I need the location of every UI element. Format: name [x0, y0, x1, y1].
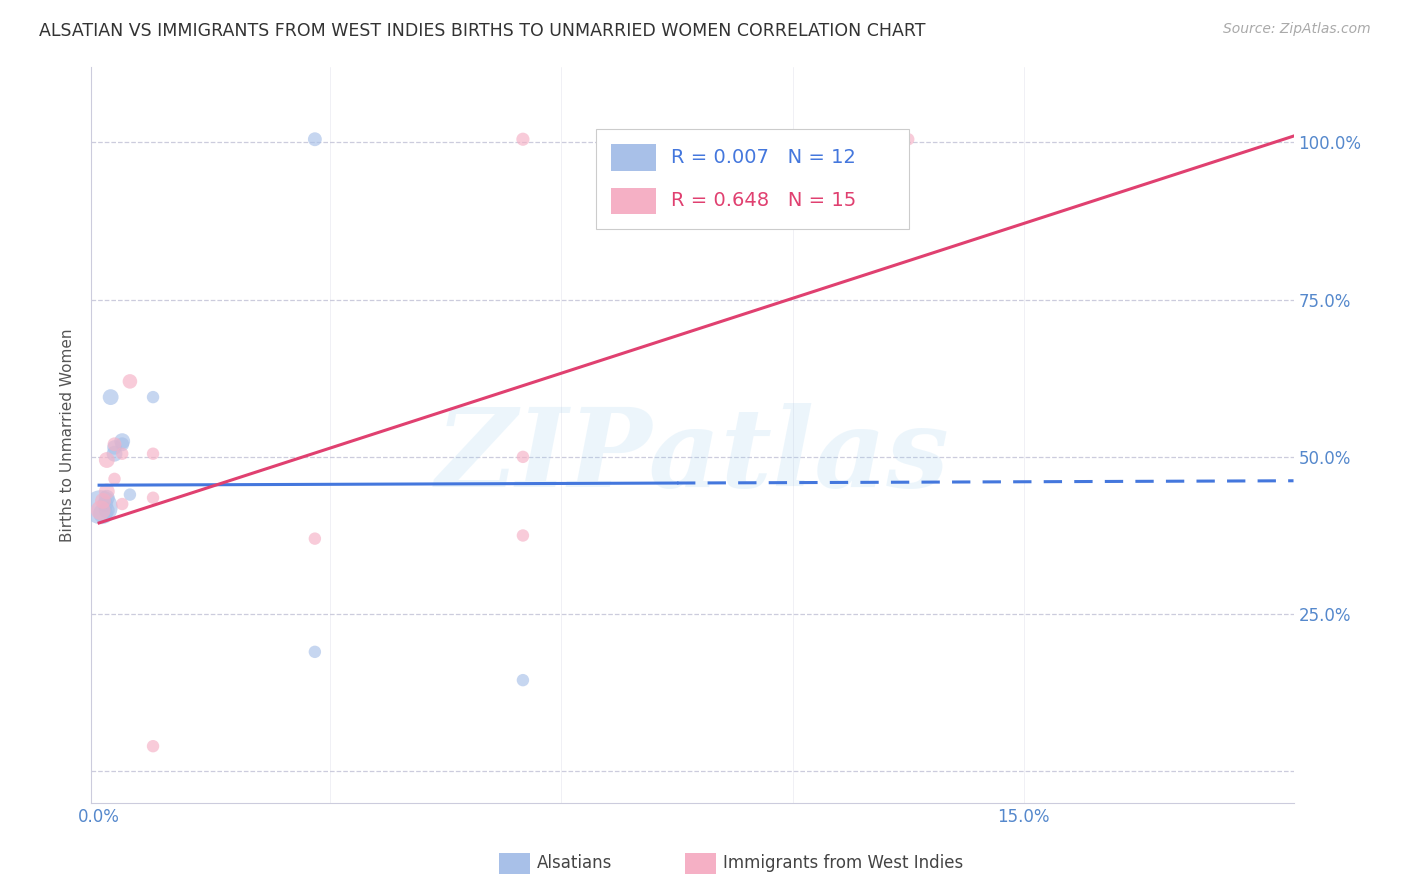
- Point: [304, 532, 326, 546]
- Text: ZIPatlas: ZIPatlas: [436, 403, 949, 511]
- Point: [103, 437, 125, 451]
- Point: [304, 645, 326, 659]
- Text: Immigrants from West Indies: Immigrants from West Indies: [723, 855, 963, 872]
- Point: [897, 132, 920, 146]
- Point: [142, 739, 165, 754]
- Point: [512, 132, 534, 146]
- FancyBboxPatch shape: [610, 187, 657, 214]
- Point: [103, 447, 125, 461]
- Point: [91, 494, 114, 508]
- Text: R = 0.007   N = 12: R = 0.007 N = 12: [671, 148, 856, 167]
- Point: [100, 390, 122, 404]
- Point: [90, 500, 112, 515]
- Point: [142, 491, 165, 505]
- Point: [111, 434, 134, 449]
- Point: [96, 503, 118, 517]
- FancyBboxPatch shape: [610, 144, 657, 170]
- Point: [111, 497, 134, 511]
- Text: R = 0.648   N = 15: R = 0.648 N = 15: [671, 192, 856, 211]
- Point: [90, 503, 112, 517]
- Point: [96, 453, 118, 467]
- Point: [111, 447, 134, 461]
- Text: Alsatians: Alsatians: [537, 855, 613, 872]
- Point: [512, 528, 534, 542]
- FancyBboxPatch shape: [596, 129, 908, 229]
- Point: [103, 441, 125, 455]
- Y-axis label: Births to Unmarried Women: Births to Unmarried Women: [60, 328, 76, 541]
- Text: ALSATIAN VS IMMIGRANTS FROM WEST INDIES BIRTHS TO UNMARRIED WOMEN CORRELATION CH: ALSATIAN VS IMMIGRANTS FROM WEST INDIES …: [39, 22, 927, 40]
- Point: [142, 390, 165, 404]
- Point: [96, 491, 118, 505]
- Point: [111, 437, 134, 451]
- Point: [118, 375, 141, 389]
- Point: [94, 497, 117, 511]
- Point: [512, 673, 534, 688]
- Text: Source: ZipAtlas.com: Source: ZipAtlas.com: [1223, 22, 1371, 37]
- Point: [96, 484, 118, 499]
- Point: [91, 507, 114, 521]
- Point: [118, 487, 141, 501]
- Point: [142, 447, 165, 461]
- Point: [304, 132, 326, 146]
- Point: [103, 472, 125, 486]
- Point: [512, 450, 534, 464]
